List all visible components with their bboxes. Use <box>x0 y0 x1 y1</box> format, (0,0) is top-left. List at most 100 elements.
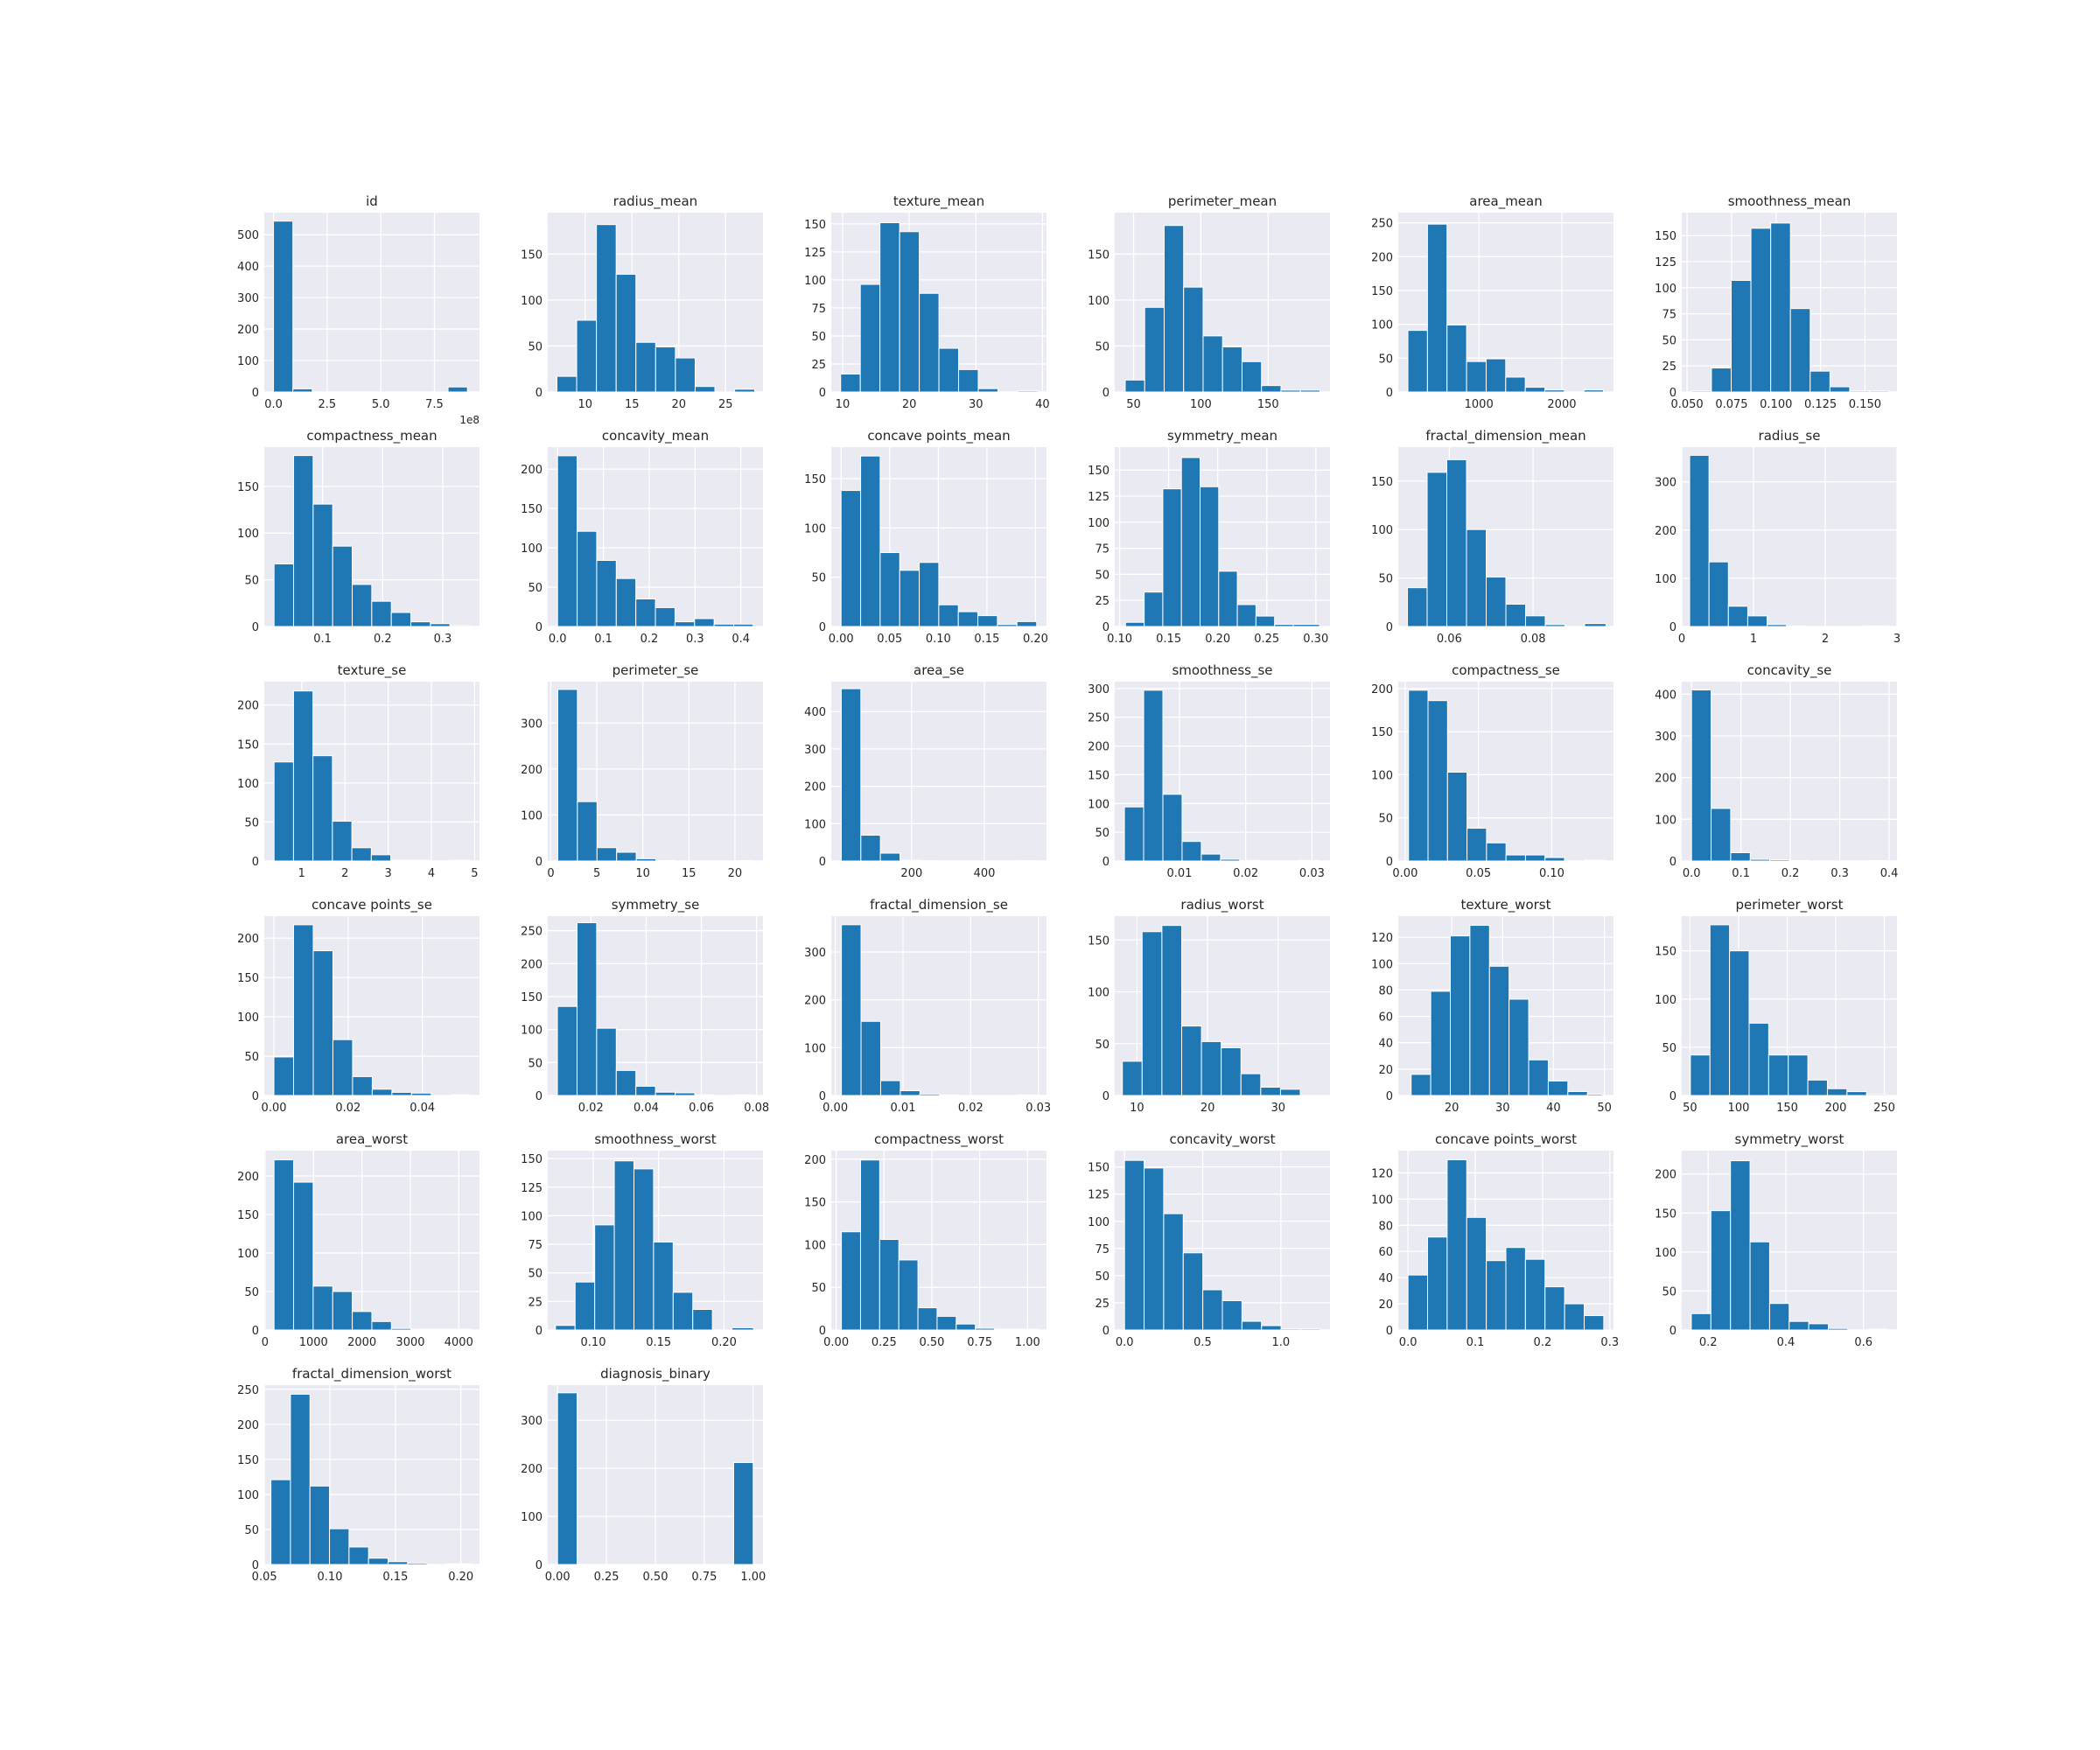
x-tick-label: 30 <box>1495 1102 1510 1115</box>
x-tick-label: 0.10 <box>581 1336 606 1349</box>
histogram-bar <box>1280 389 1301 393</box>
y-tick-label: 100 <box>237 1012 259 1025</box>
y-tick-label: 0 <box>1386 621 1393 634</box>
histogram-bar <box>957 611 979 627</box>
histogram-bar <box>447 386 468 393</box>
histogram-bar <box>917 1307 938 1331</box>
y-tick-label: 100 <box>521 295 542 308</box>
y-tick-label: 100 <box>1088 295 1110 308</box>
x-tick-label: 5.0 <box>372 398 390 411</box>
x-tick-label: 0.02 <box>578 1102 604 1115</box>
y-tick-label: 0 <box>1670 621 1676 634</box>
x-tick-label: 0.15 <box>646 1336 671 1349</box>
histogram-bar <box>859 284 881 393</box>
x-tick-label: 0.05 <box>1466 867 1491 880</box>
x-tick-label: 2 <box>1822 633 1829 646</box>
subplot-title: compactness_se <box>1452 662 1560 679</box>
histogram-bar <box>860 835 881 862</box>
y-tick-label: 100 <box>237 1248 259 1261</box>
histogram-bar <box>410 859 430 862</box>
subplot-smoothness-se: 0.01 0.02 0.03 0 50 100 150 200 250 300 smoothness… <box>1088 662 1330 880</box>
histogram-bar <box>1446 771 1468 862</box>
x-tick-label: 200 <box>900 867 922 880</box>
histogram-bar <box>956 1323 976 1331</box>
x-tick-label: 0 <box>547 867 554 880</box>
x-tick-label: 0.5 <box>1194 1336 1212 1349</box>
histogram-bar <box>1218 570 1238 627</box>
y-tick-label: 200 <box>1655 525 1676 538</box>
histogram-bar <box>1012 1328 1040 1331</box>
y-tick-label: 125 <box>521 1182 542 1195</box>
histogram-bar <box>1407 1274 1429 1331</box>
histogram-bar <box>1584 623 1606 627</box>
y-tick-label: 50 <box>244 1286 259 1299</box>
histogram-bar <box>312 1285 333 1331</box>
y-tick-label: 50 <box>528 1057 542 1070</box>
x-tick-label: 0.20 <box>1205 633 1230 646</box>
x-tick-label: 0.4 <box>732 633 750 646</box>
histogram-bar <box>1261 385 1282 393</box>
y-tick-label: 0 <box>1386 387 1393 400</box>
histogram-bar <box>1279 1088 1301 1096</box>
histogram-bar <box>936 1315 957 1331</box>
subplot-fractal-dimension-mean: 0.06 0.08 0 50 100 150 fractal_dimension_mean <box>1371 428 1614 646</box>
histogram-bar <box>1505 854 1526 862</box>
x-tick-label: 400 <box>974 867 996 880</box>
x-tick-label: 0.0 <box>264 398 283 411</box>
x-tick-label: 100 <box>1190 398 1212 411</box>
histogram-bar <box>312 503 333 627</box>
histogram-bar <box>840 688 862 862</box>
histogram-bar <box>1730 851 1751 862</box>
subplot-title: id <box>366 193 378 209</box>
subplot-title: concavity_se <box>1747 662 1832 679</box>
histogram-bar <box>1141 931 1163 1096</box>
y-tick-label: 0 <box>1670 387 1676 400</box>
histogram-bar <box>654 1091 676 1096</box>
x-tick-label: 0.1 <box>1732 867 1750 880</box>
histogram-bar <box>1161 925 1182 1096</box>
y-tick-label: 250 <box>1088 712 1110 725</box>
y-tick-label: 75 <box>1095 543 1110 556</box>
subplot-smoothness-worst: 0.10 0.15 0.20 0 25 50 75 100 125 150 smoothness_w… <box>521 1131 763 1349</box>
subplot-title: perimeter_mean <box>1168 193 1277 210</box>
x-tick-label: 1000 <box>1465 398 1494 411</box>
subplot-compactness-mean: 0.1 0.2 0.3 0 50 100 150 compactness_mean <box>237 428 480 646</box>
subplot-texture-worst: 20 30 40 50 0 20 40 60 80 100 120 texture_worst <box>1371 897 1614 1115</box>
subplot-title: radius_mean <box>613 193 697 210</box>
histogram-bar <box>293 924 314 1096</box>
y-tick-label: 0 <box>1386 1090 1393 1103</box>
y-tick-label: 150 <box>1088 1162 1110 1175</box>
y-tick-label: 150 <box>804 219 826 232</box>
y-tick-label: 40 <box>1378 1038 1393 1051</box>
histogram-bar <box>430 623 451 627</box>
subplot-radius-se: 0 1 2 3 0 100 200 300 radius_se <box>1655 428 1900 646</box>
histogram-bar <box>1583 859 1605 862</box>
histogram-bar <box>1849 390 1870 393</box>
y-tick-label: 300 <box>804 947 826 960</box>
histogram-bar <box>732 1326 754 1331</box>
y-tick-label: 0 <box>819 621 826 634</box>
y-tick-label: 100 <box>237 355 259 368</box>
x-tick-label: 7.5 <box>425 398 444 411</box>
y-tick-label: 25 <box>1662 360 1676 374</box>
x-tick-label: 0 <box>1678 633 1685 646</box>
x-tick-label: 50 <box>1126 398 1141 411</box>
y-tick-label: 0 <box>252 856 259 869</box>
subplot-perimeter-mean: 50 100 150 0 50 100 150 perimeter_mean <box>1088 193 1330 411</box>
subplot-title: symmetry_mean <box>1167 428 1278 444</box>
histogram-bar <box>1124 379 1145 393</box>
y-tick-label: 200 <box>237 1419 259 1432</box>
histogram-bar <box>273 1056 295 1096</box>
subplot-title: smoothness_worst <box>594 1131 716 1148</box>
y-tick-label: 20 <box>1378 1064 1393 1077</box>
histogram-bar <box>273 1159 295 1331</box>
y-tick-label: 100 <box>1655 994 1676 1007</box>
y-tick-label: 50 <box>1095 1270 1110 1284</box>
histogram-bar <box>692 1308 713 1331</box>
histogram-bar <box>1239 859 1260 862</box>
x-tick-label: 2 <box>341 867 348 880</box>
histogram-bar <box>1730 1160 1751 1331</box>
y-tick-label: 0 <box>536 1325 542 1338</box>
x-tick-label: 0.150 <box>1849 398 1881 411</box>
y-tick-label: 150 <box>521 503 542 516</box>
